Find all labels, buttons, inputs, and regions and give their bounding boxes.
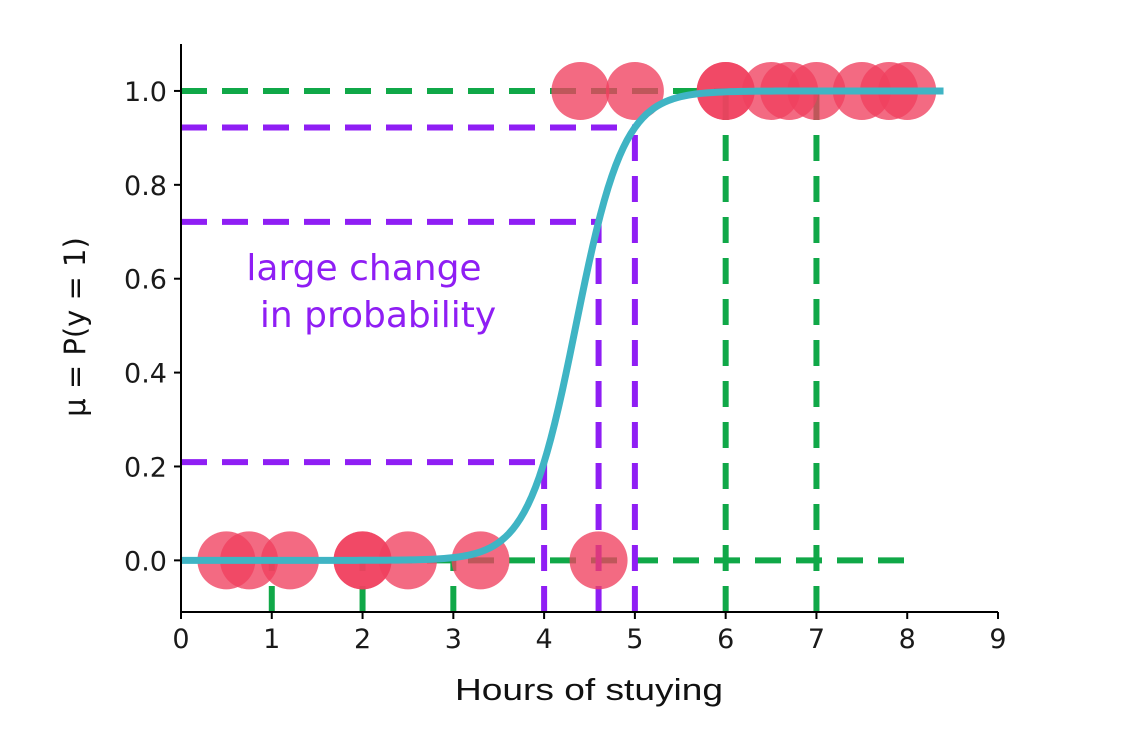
x-tick-label: 1 <box>263 624 280 655</box>
x-tick-label: 5 <box>626 624 643 655</box>
axes <box>174 44 999 619</box>
x-tick-label: 8 <box>899 624 916 655</box>
x-tick-label: 4 <box>536 624 553 655</box>
y-tick-label: 0.4 <box>124 359 167 390</box>
data-point <box>551 61 610 120</box>
y-tick-label: 0.2 <box>124 452 167 483</box>
tick-labels: 0 1 2 3 4 5 6 7 8 9 0.0 0.2 0.4 0.6 0.8 1.0 <box>124 77 1007 655</box>
x-tick-label: 3 <box>445 624 462 655</box>
y-tick-label: 0.8 <box>124 171 167 202</box>
x-tick-label: 7 <box>808 624 825 655</box>
data-points <box>197 61 937 590</box>
x-axis-title: Hours of stuying <box>455 672 723 707</box>
x-tick-label: 6 <box>717 624 734 655</box>
sigmoid-curve <box>181 87 944 564</box>
data-point <box>605 61 664 120</box>
sigmoid-curve-layer <box>181 87 944 564</box>
data-point <box>569 531 628 590</box>
y-tick-label: 1.0 <box>124 77 167 108</box>
y-axis-title: μ = P(y = 1) <box>58 237 92 417</box>
x-tick-label: 9 <box>989 624 1006 655</box>
y-tick-label: 0.0 <box>124 546 167 577</box>
y-tick-label: 0.6 <box>124 265 167 296</box>
annotation-line-1: large change <box>246 248 481 289</box>
annotation-line-2: in probability <box>260 295 496 336</box>
x-tick-label: 2 <box>354 624 371 655</box>
x-tick-label: 0 <box>172 624 189 655</box>
